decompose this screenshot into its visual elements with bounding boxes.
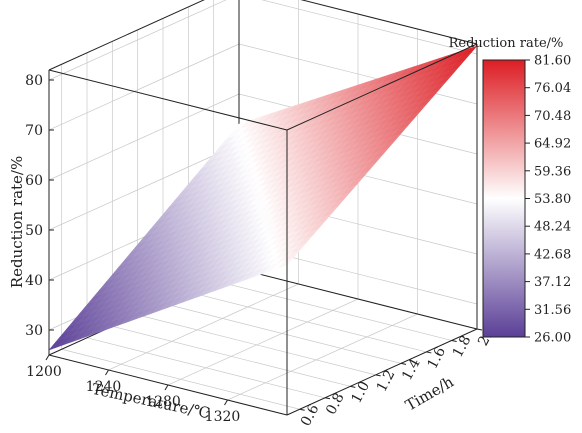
box-edge [48,0,205,71]
box-edge [238,268,478,330]
y-tick-label: 1.0 [349,379,374,406]
y-tick-mark [324,397,331,400]
z-tick-label: 50 [25,223,43,239]
x-tick-label: 1240 [86,379,122,395]
surface-mesh [48,45,478,351]
colorbar: Reduction rate/% 81.60 76.04 70.48 64.92 59.… [449,36,572,346]
box-edge [286,328,478,416]
grid-line [48,143,240,231]
grid-line [167,298,359,386]
z-tick-label: 80 [25,73,43,89]
y-tick-label: 1.2 [374,367,399,394]
y-tick-mark [350,385,356,388]
y-tick-label: 1.6 [425,344,450,371]
surface-cell [278,257,295,269]
x-tick-label: 1320 [205,409,241,425]
y-tick-mark [451,339,457,342]
colorbar-tick-label: 53.80 [534,192,571,207]
z-tick-label: 60 [25,173,43,189]
colorbar-tick-label: 26.00 [534,331,571,346]
box-edge [286,43,478,131]
grid-line [61,348,300,410]
box-edge [48,69,288,131]
colorbar-tick-label: 48.24 [534,220,571,235]
y-tick-mark [299,408,305,411]
colorbar-tick-label: 59.36 [534,164,571,179]
grid-line [48,93,240,181]
grid-line [112,325,351,387]
grid-line [48,0,227,81]
grid-line [162,303,402,364]
x-tick-label: 1280 [145,394,181,410]
colorbar-tick-label: 76.04 [534,81,571,96]
colorbar-tick-label: 31.56 [534,303,571,318]
grid-line [108,283,299,371]
colorbar-tick-label: 70.48 [534,109,571,124]
z-tick-label: 40 [25,273,43,289]
y-tick-mark [375,374,381,377]
grid-line [227,313,418,401]
colorbar-tick-label: 42.68 [534,247,571,262]
y-tick-mark [426,351,432,354]
z-axis-title: Reduction rate/% [8,156,26,288]
colorbar-tick-label: 81.60 [534,54,571,69]
grid-line [137,314,376,376]
grid-line [188,291,427,353]
box-edge [300,0,478,45]
y-tick-mark [400,362,407,365]
x-axis-title: Temperature/℃ [90,380,211,423]
colorbar-title: Reduction rate/% [449,36,564,51]
colorbar-gradient [482,59,526,338]
y-tick-label: 1.4 [399,356,424,383]
x-tick-label: 1200 [26,364,62,380]
z-tick-label: 70 [25,123,43,139]
y-tick-label: 1.8 [450,333,475,360]
y-tick-label: 0.6 [298,402,323,429]
colorbar-tick-label: 64.92 [534,137,571,152]
x-tick-mark [105,369,109,376]
y-tick-label: 0.8 [323,390,348,417]
z-tick-label: 30 [25,323,43,339]
grid-line [48,43,240,131]
grid-line [86,337,326,399]
x-tick-mark [45,354,50,361]
grid-line [213,280,452,341]
y-tick-mark [476,328,483,331]
x-tick-mark [164,384,169,391]
x-tick-mark [224,399,228,406]
colorbar-tick-label: 37.12 [534,275,571,290]
